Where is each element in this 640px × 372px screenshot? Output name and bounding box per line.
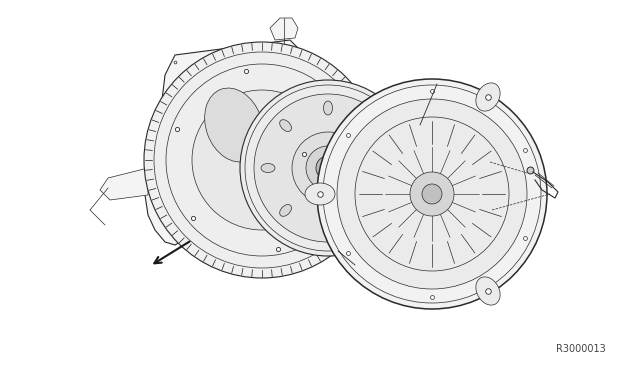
Text: FRONT: FRONT [196, 205, 230, 234]
Ellipse shape [254, 94, 402, 242]
Ellipse shape [323, 221, 333, 235]
Ellipse shape [280, 205, 291, 216]
Ellipse shape [244, 142, 280, 178]
Ellipse shape [192, 90, 332, 230]
Ellipse shape [306, 146, 350, 190]
Text: R3000013: R3000013 [556, 344, 606, 354]
Polygon shape [145, 40, 332, 245]
Ellipse shape [144, 42, 380, 278]
Ellipse shape [476, 277, 500, 305]
Ellipse shape [317, 79, 547, 309]
Ellipse shape [305, 183, 335, 205]
Text: 30100: 30100 [347, 267, 380, 277]
Ellipse shape [154, 52, 370, 268]
Ellipse shape [422, 184, 442, 204]
Ellipse shape [205, 88, 263, 162]
Polygon shape [270, 18, 298, 40]
Ellipse shape [410, 172, 454, 216]
Text: 30210A: 30210A [492, 213, 532, 223]
Ellipse shape [316, 156, 340, 180]
Ellipse shape [254, 152, 270, 168]
Text: 30210C: 30210C [495, 143, 535, 153]
Ellipse shape [323, 101, 333, 115]
Ellipse shape [240, 80, 416, 256]
Ellipse shape [365, 120, 376, 131]
Ellipse shape [280, 120, 291, 131]
Ellipse shape [381, 164, 395, 173]
Ellipse shape [337, 99, 527, 289]
Ellipse shape [476, 83, 500, 111]
Ellipse shape [365, 205, 376, 216]
Ellipse shape [261, 164, 275, 173]
Ellipse shape [292, 132, 364, 204]
Polygon shape [100, 168, 148, 200]
Text: 30210: 30210 [418, 113, 451, 123]
